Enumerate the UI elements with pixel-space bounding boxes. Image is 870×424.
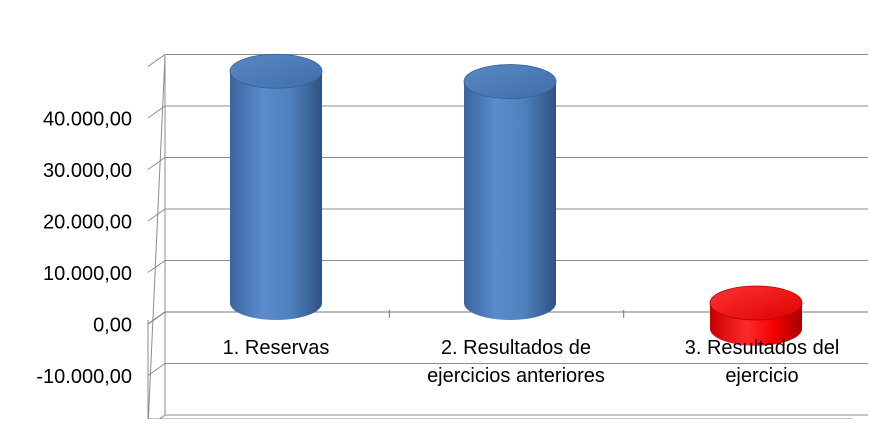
bar-top [463,64,557,99]
bar-2 [463,64,557,320]
bar-top [709,285,803,321]
bar-1 [229,53,323,320]
y-tick-label: 10.000,00 [43,263,132,285]
gridline [147,105,868,119]
y-tick-label: 40.000,00 [43,108,132,130]
gridline [151,414,868,424]
zero-axis-line [147,311,868,325]
gridline [147,54,868,67]
gridline [147,157,868,170]
y-tick-label: 30.000,00 [43,160,132,182]
gridline [147,260,868,273]
gridline [147,208,868,222]
bar-top [229,53,323,89]
category-label: 3. Resultados del ejercicio [685,337,840,387]
gridline [147,363,868,376]
category-label: 2. Resultados de ejercicios anteriores [427,337,605,387]
left-wall-edge [147,55,166,424]
y-tick-label: 20.000,00 [43,211,132,233]
y-tick-label: -10.000,00 [36,366,132,388]
bar-body [230,71,322,320]
category-label: 1. Reservas [223,337,330,359]
y-tick-label: 0,00 [93,314,132,336]
bar-body [464,81,556,320]
bar-3 [709,285,803,346]
